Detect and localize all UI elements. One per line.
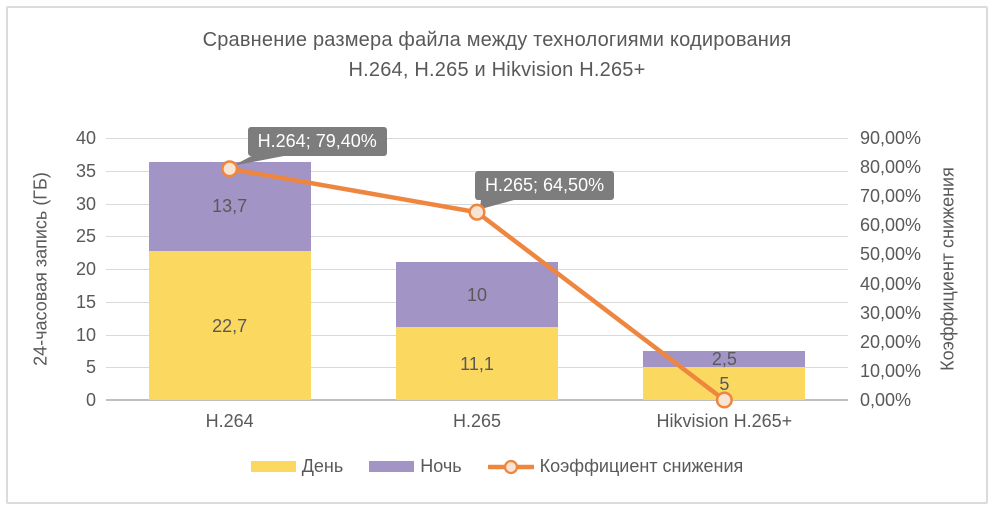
chart-title-line-1: Сравнение размера файла между технология… — [202, 29, 792, 51]
bar-segment-night — [396, 261, 558, 328]
left-axis-tick-label: 35 — [75, 160, 96, 181]
legend-label: День — [301, 456, 344, 476]
callout-pointer — [480, 199, 517, 210]
legend-swatch-night — [369, 461, 415, 472]
bar-value-label: 11,1 — [460, 353, 494, 374]
bar-value-label: 22,7 — [212, 315, 248, 336]
legend-swatch-day — [250, 461, 296, 472]
left-axis-tick-label: 30 — [75, 193, 96, 214]
left-axis-tick-label: 25 — [75, 226, 96, 247]
legend-item-day: День — [250, 456, 344, 477]
line-marker — [221, 160, 239, 178]
chart-title: Сравнение размера файла между технология… — [0, 25, 994, 85]
line-marker — [468, 203, 486, 221]
right-axis-tick-label: 30,00% — [860, 302, 922, 323]
bar-segment-night — [643, 350, 806, 368]
x-axis-category-label: H.265 — [452, 411, 502, 431]
right-axis-tick-label: 50,00% — [860, 244, 922, 265]
right-axis-tick-label: 20,00% — [860, 331, 922, 352]
data-label-callout: H.264; 79,40% — [247, 126, 387, 156]
gridline — [106, 236, 848, 238]
right-axis-tick-label: 40,00% — [860, 273, 922, 294]
bar-segment-day — [148, 251, 311, 400]
reduction-coefficient-line — [229, 166, 726, 402]
legend-label: Коэффициент снижения — [539, 456, 744, 476]
gridline — [106, 138, 848, 139]
left-axis-tick-label: 10 — [75, 324, 96, 345]
left-axis-tick-label: 20 — [75, 259, 96, 279]
legend: День Ночь Коэффициент снижения — [0, 456, 994, 477]
chart-border — [6, 6, 988, 504]
right-axis-tick-label: 60,00% — [860, 215, 922, 236]
x-axis-line — [106, 399, 848, 401]
callout-pointer — [232, 154, 290, 166]
left-axis-tick-label: 40 — [75, 128, 96, 148]
bar-segment-day — [396, 327, 558, 400]
right-axis-tick-label: 70,00% — [860, 186, 922, 207]
line-marker — [715, 391, 733, 409]
x-axis-category-label: H.264 — [205, 411, 254, 431]
data-label-callout: H.265; 64,50% — [475, 171, 615, 201]
bar-value-label: 13,7 — [212, 196, 248, 217]
bar-value-label: 2,5 — [711, 349, 737, 370]
left-axis-tick-label: 5 — [85, 357, 96, 378]
right-axis-tick-label: 90,00% — [860, 128, 922, 148]
bar-value-label: 5 — [719, 373, 730, 394]
legend-item-reduction-line: Коэффициент снижения — [486, 456, 744, 477]
chart-title-line-2: H.264, H.265 и Hikvision H.265+ — [348, 59, 646, 81]
right-axis-tick-label: 0,00% — [860, 390, 912, 410]
legend-line-swatch — [486, 459, 535, 475]
legend-item-night: Ночь — [369, 456, 462, 477]
left-axis-tick-label: 15 — [75, 291, 96, 312]
legend-line-icon — [486, 459, 535, 474]
bar-value-label: 10 — [466, 284, 488, 305]
right-axis-tick-label: 80,00% — [860, 157, 922, 178]
left-axis-tick-label: 0 — [85, 390, 96, 410]
legend-label: Ночь — [420, 456, 462, 476]
right-axis-tick-label: 10,00% — [860, 360, 922, 381]
x-axis-category-label: Hikvision H.265+ — [656, 411, 793, 431]
